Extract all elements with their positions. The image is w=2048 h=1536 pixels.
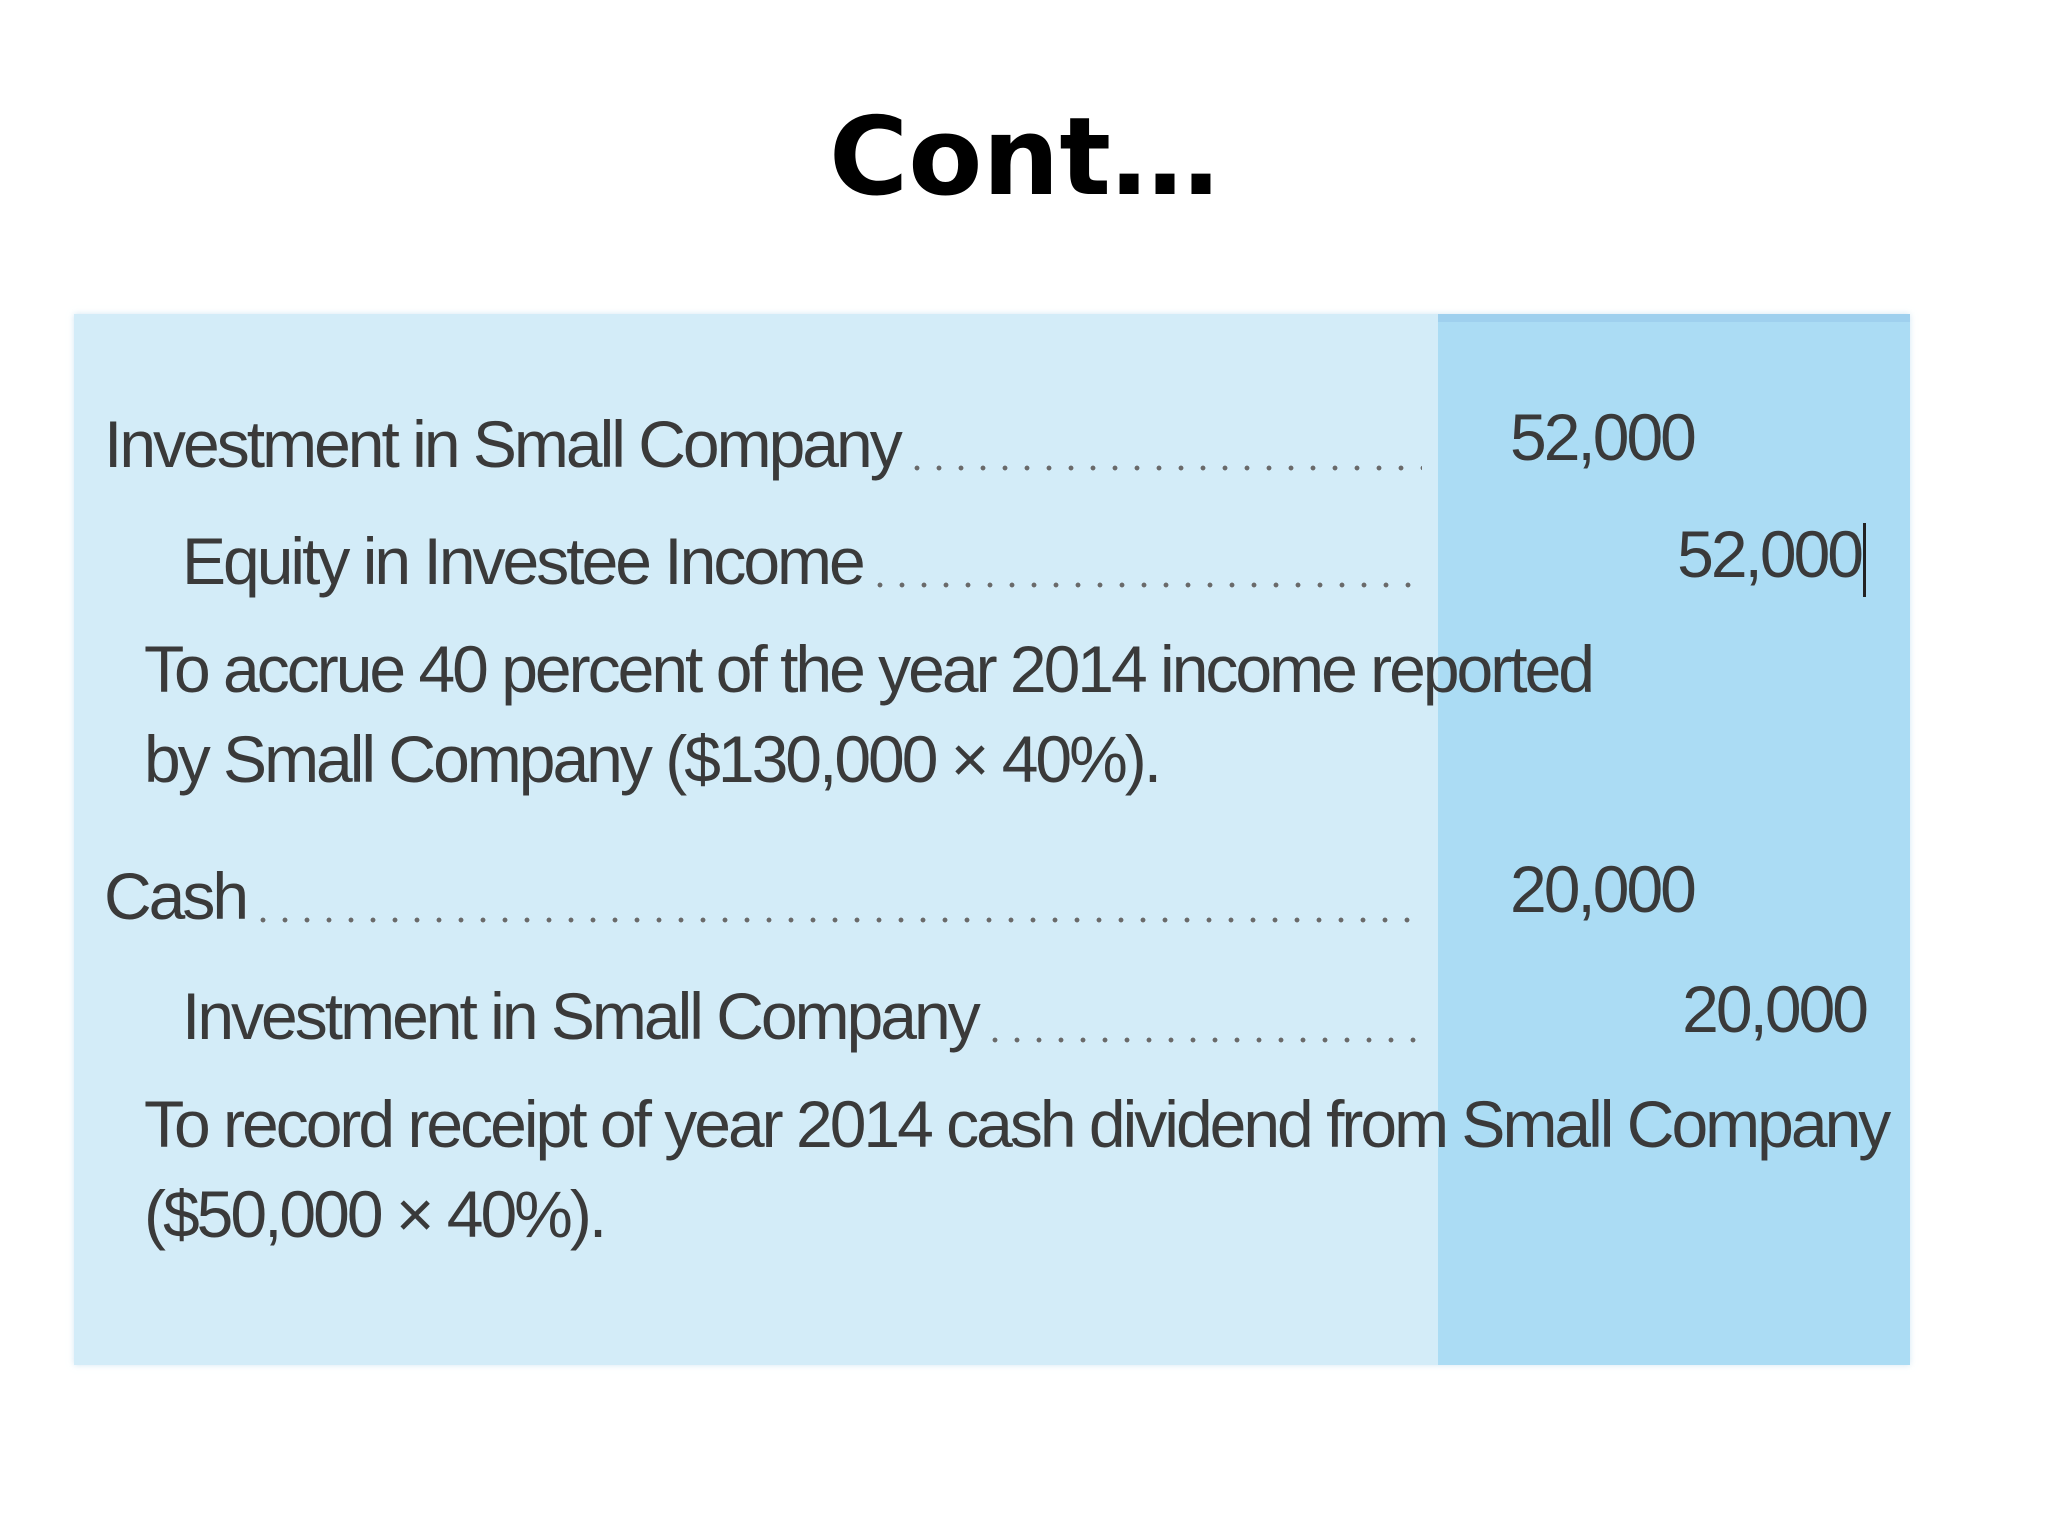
account-line: Investment in Small Company — [104, 392, 1422, 482]
debit-amount: 20,000 — [1510, 852, 1697, 926]
explanation-line: To accrue 40 percent of the year 2014 in… — [144, 632, 1595, 706]
account-name: Equity in Investee Income — [182, 524, 866, 598]
slide-title: Cont… — [829, 95, 1219, 220]
credit-amount: 20,000 — [1682, 972, 1869, 1046]
account-name: Cash — [104, 859, 249, 933]
text-cursor — [1863, 522, 1866, 597]
entry-explanation: To record receipt of year 2014 cash divi… — [144, 1079, 1891, 1259]
explanation-line: ($50,000 × 40%). — [144, 1177, 607, 1251]
journal-entry-panel: Investment in Small Company 52,000 Equit… — [74, 314, 1910, 1365]
dot-leader — [905, 392, 1422, 482]
dot-leader — [983, 964, 1422, 1054]
explanation-line: To record receipt of year 2014 cash divi… — [144, 1087, 1891, 1161]
dot-leader — [868, 509, 1422, 599]
credit-amount: 52,000 — [1677, 509, 1866, 599]
account-line: Equity in Investee Income — [182, 509, 1422, 599]
account-line: Investment in Small Company — [182, 964, 1422, 1054]
journal-line-credit: Equity in Investee Income 52,000 — [74, 509, 1910, 599]
account-name: Investment in Small Company — [182, 979, 981, 1053]
debit-amount: 52,000 — [1510, 400, 1697, 474]
explanation-line: by Small Company ($130,000 × 40%). — [144, 722, 1162, 796]
journal-line-debit: Investment in Small Company 52,000 — [74, 392, 1910, 482]
account-line: Cash — [104, 844, 1422, 934]
journal-line-debit: Cash 20,000 — [74, 844, 1910, 934]
amount-column-band — [1438, 314, 1910, 1365]
account-name: Investment in Small Company — [104, 407, 903, 481]
journal-line-credit: Investment in Small Company 20,000 — [74, 964, 1910, 1054]
entry-explanation: To accrue 40 percent of the year 2014 in… — [144, 624, 1595, 804]
dot-leader — [252, 844, 1422, 934]
credit-amount-value: 52,000 — [1677, 517, 1864, 591]
